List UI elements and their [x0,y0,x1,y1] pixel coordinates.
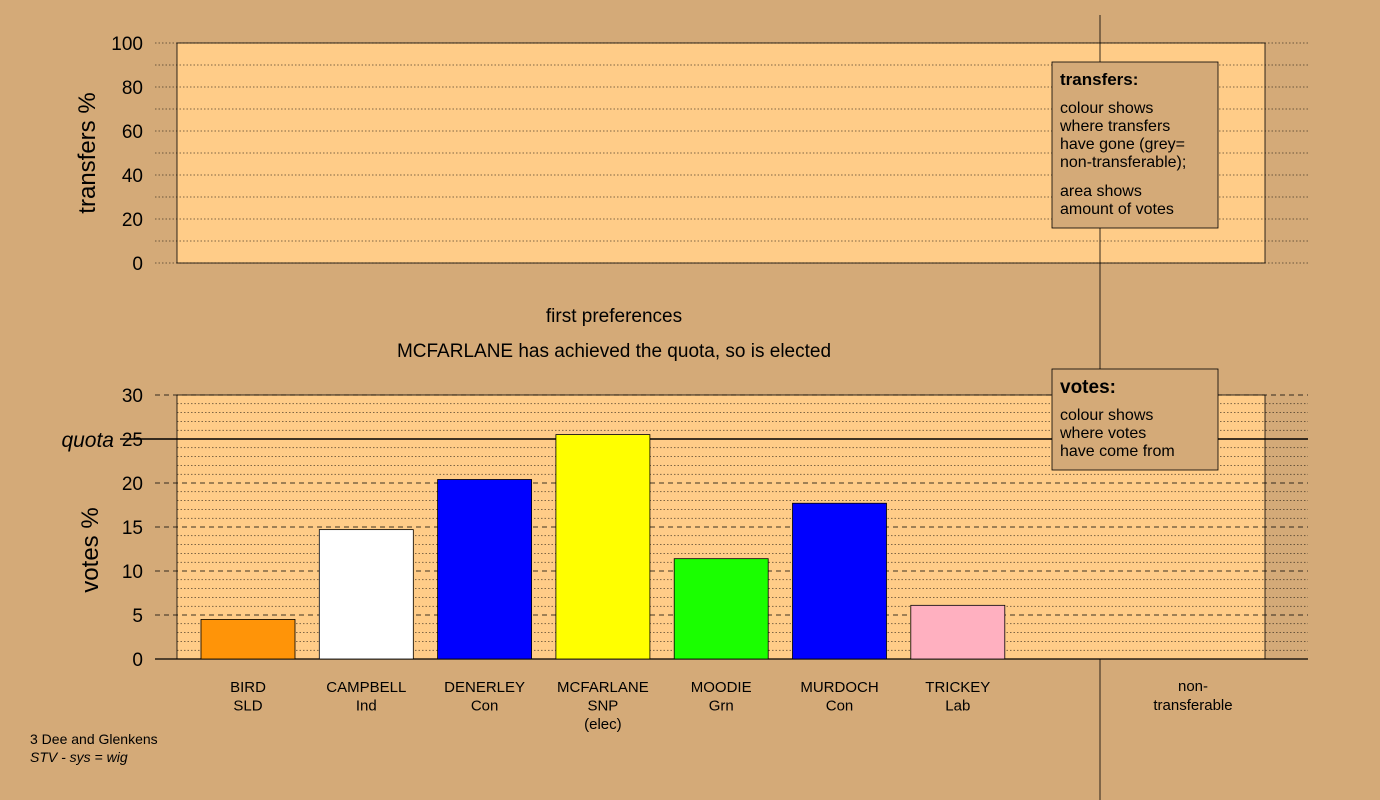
bar [910,604,1006,660]
bar [318,529,414,660]
chart-subtitle: MCFARLANE has achieved the quota, so is … [397,341,831,362]
non-transferable-label-line2: transferable [1153,697,1232,714]
category-label: BIRD [230,679,266,696]
bar [673,558,769,660]
category-label: (elec) [584,716,622,733]
category-label: Con [826,698,854,715]
transfers-legend-line: where transfers [1059,118,1170,135]
y-tick-label: 5 [132,606,143,627]
category-label: Lab [945,698,970,715]
bar [200,619,296,660]
bar [555,434,651,660]
category-label: DENERLEY [444,679,525,696]
votes-bars [200,434,1006,660]
y-tick-label: 15 [122,518,143,539]
bar [437,479,533,660]
category-label: MOODIE [691,679,752,696]
footer-system: STV - sys = wig [30,749,128,765]
transfers-legend-line: have gone (grey= [1060,136,1185,153]
y-tick-label: 30 [122,386,143,407]
y-tick-label: 20 [122,210,143,231]
quota-label: quota [61,429,114,452]
non-transferable-label-line1: non- [1178,678,1208,695]
transfers-legend-title: transfers: [1060,70,1138,89]
transfers-legend-line: non-transferable); [1060,154,1186,171]
votes-legend-title: votes: [1060,377,1116,398]
chart-title: first preferences [546,306,682,327]
bar [792,502,887,660]
category-label: Ind [356,698,377,715]
y-tick-label: 60 [122,122,143,143]
votes-y-axis-label: votes % [77,507,104,592]
y-tick-label: 10 [122,562,143,583]
category-label: SLD [233,698,262,715]
y-tick-label: 100 [111,34,143,55]
transfers-y-ticks: 0 20 40 60 80 100 [111,34,143,275]
votes-legend-line: where votes [1059,425,1146,442]
y-tick-label: 40 [122,166,143,187]
transfers-legend-line: colour shows [1060,100,1153,117]
footer-constituency: 3 Dee and Glenkens [30,731,158,747]
votes-legend-line: colour shows [1060,407,1153,424]
category-label: Con [471,698,499,715]
transfers-legend-line: amount of votes [1060,201,1174,218]
y-tick-label: 0 [132,254,143,275]
votes-legend: votes: colour shows where votes have com… [1051,368,1219,471]
category-label: CAMPBELL [326,679,406,696]
y-tick-label: 20 [122,474,143,495]
category-label: MCFARLANE [557,679,649,696]
votes-category-labels: BIRD SLD CAMPBELL Ind DENERLEY Con MCFARLANE SN… [230,679,990,733]
category-label: TRICKEY [925,679,990,696]
category-label: SNP [587,698,618,715]
y-tick-label: 25 [122,430,143,451]
votes-legend-line: have come from [1060,443,1175,460]
transfers-y-axis-label: transfers % [74,92,101,213]
y-tick-label: 0 [132,650,143,671]
y-tick-label: 80 [122,78,143,99]
transfers-legend-line: area shows [1060,183,1142,200]
category-label: Grn [709,698,734,715]
category-label: MURDOCH [800,679,878,696]
transfers-legend: transfers: colour shows where transfers … [1051,61,1219,229]
votes-y-ticks: 0 5 10 15 20 25 30 [122,386,143,671]
